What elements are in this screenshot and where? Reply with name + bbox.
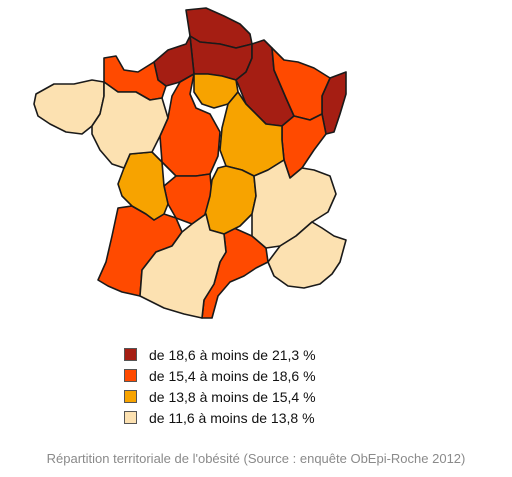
- legend-label: de 13,8 à moins de 15,4 %: [149, 388, 316, 405]
- legend-item: de 13,8 à moins de 15,4 %: [124, 386, 316, 407]
- legend-label: de 11,6 à moins de 13,8 %: [149, 409, 315, 426]
- region-centre: [159, 73, 221, 177]
- legend-item: de 18,6 à moins de 21,3 %: [124, 344, 316, 365]
- region-lorraine: [271, 47, 331, 121]
- region-rhone-alpes: [251, 159, 337, 249]
- legend-swatch: [124, 348, 137, 361]
- legend-label: de 18,6 à moins de 21,3 %: [149, 346, 316, 363]
- region-pays-de-la-loire: [91, 81, 169, 169]
- legend-swatch: [124, 369, 137, 382]
- legend-item: de 15,4 à moins de 18,6 %: [124, 365, 316, 386]
- legend-swatch: [124, 390, 137, 403]
- legend-item: de 11,6 à moins de 13,8 %: [124, 407, 316, 428]
- legend-label: de 15,4 à moins de 18,6 %: [149, 367, 316, 384]
- map-legend: de 18,6 à moins de 21,3 % de 15,4 à moin…: [124, 344, 316, 428]
- legend-swatch: [124, 411, 137, 424]
- france-obesity-map: [33, 7, 347, 319]
- map-caption: Répartition territoriale de l'obésité (S…: [46, 451, 466, 466]
- region-poitou-charentes: [117, 151, 169, 221]
- region-midi-pyrenees: [139, 213, 227, 319]
- region-paca: [267, 221, 347, 289]
- region-auvergne: [203, 165, 257, 235]
